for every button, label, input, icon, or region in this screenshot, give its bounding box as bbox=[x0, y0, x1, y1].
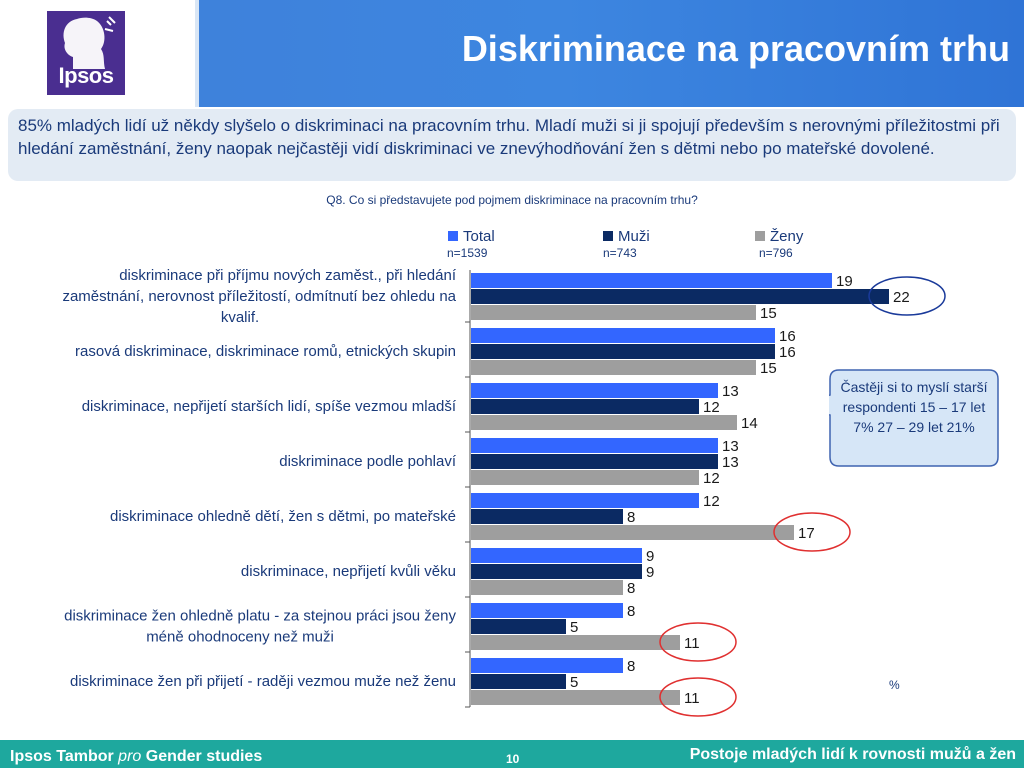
data-label: 17 bbox=[798, 525, 815, 542]
category-label: rasová diskriminace, diskriminace romů, … bbox=[75, 343, 456, 360]
data-label: 11 bbox=[684, 690, 700, 707]
category-label: diskriminace žen při přijetí - raději ve… bbox=[70, 673, 456, 690]
callout-bubble bbox=[829, 369, 999, 467]
category-label: zaměstnání, nerovnost příležitostí, odmí… bbox=[62, 288, 456, 305]
summary-text: 85% mladých lidí už někdy slyšelo o disk… bbox=[8, 109, 1016, 181]
data-label: 15 bbox=[760, 360, 777, 377]
bar-mui bbox=[471, 399, 699, 414]
bar-eny bbox=[471, 525, 794, 540]
bar-eny bbox=[471, 580, 623, 595]
data-label: 13 bbox=[722, 438, 739, 455]
data-label: 13 bbox=[722, 454, 739, 471]
footer-pro: pro bbox=[118, 748, 142, 765]
data-label: 22 bbox=[893, 289, 910, 306]
bar-eny bbox=[471, 360, 756, 375]
category-label: méně ohodnoceny než muži bbox=[146, 629, 334, 646]
highlight-circle bbox=[659, 622, 737, 662]
bar-eny bbox=[471, 305, 756, 320]
legend-zeny: Ženy bbox=[755, 228, 803, 245]
logo-text: Ipsos bbox=[58, 63, 114, 88]
legend-label-muzi: Muži bbox=[618, 228, 650, 245]
bar-total bbox=[471, 658, 623, 673]
logo-head-icon bbox=[63, 16, 116, 69]
bar-total bbox=[471, 328, 775, 343]
legend-label-total: Total bbox=[463, 228, 495, 245]
data-label: 8 bbox=[627, 509, 635, 526]
data-label: 15 bbox=[760, 305, 777, 322]
data-label: 8 bbox=[627, 580, 635, 597]
bar-eny bbox=[471, 690, 680, 705]
data-label: 5 bbox=[570, 674, 578, 691]
category-label: diskriminace při příjmu nových zaměst., … bbox=[119, 267, 457, 284]
bar-mui bbox=[471, 619, 566, 634]
page-title: Diskriminace na pracovním trhu bbox=[461, 28, 1010, 69]
bar-mui bbox=[471, 509, 623, 524]
data-label: 12 bbox=[703, 493, 720, 510]
data-label: 9 bbox=[646, 548, 654, 565]
header-banner: Ipsos Diskriminace na pracovním trhu bbox=[0, 0, 1024, 107]
bar-total bbox=[471, 383, 718, 398]
data-label: 19 bbox=[836, 273, 853, 290]
category-label: diskriminace žen ohledně platu - za stej… bbox=[64, 608, 456, 625]
bar-total bbox=[471, 548, 642, 563]
bar-eny bbox=[471, 635, 680, 650]
category-label: diskriminace podle pohlaví bbox=[279, 453, 457, 470]
ipsos-logo: Ipsos bbox=[47, 11, 125, 95]
bar-eny bbox=[471, 470, 699, 485]
data-label: 5 bbox=[570, 619, 578, 636]
legend-swatch-total bbox=[448, 231, 458, 241]
category-label: diskriminace, nepřijetí starších lidí, s… bbox=[82, 398, 457, 415]
legend-muzi: Muži bbox=[603, 228, 650, 245]
legend-n-zeny: n=796 bbox=[759, 246, 793, 260]
bar-total bbox=[471, 438, 718, 453]
footer-bar bbox=[0, 740, 1024, 768]
page-number: 10 bbox=[506, 752, 520, 766]
bar-mui bbox=[471, 674, 566, 689]
data-label: 13 bbox=[722, 383, 739, 400]
footer-left: Ipsos Tambor pro Gender studies bbox=[10, 748, 262, 766]
bar-mui bbox=[471, 344, 775, 359]
question-text: Q8. Co si představujete pod pojmem diskr… bbox=[326, 193, 698, 207]
legend-swatch-zeny bbox=[755, 231, 765, 241]
legend-swatch-muzi bbox=[603, 231, 613, 241]
data-label: 8 bbox=[627, 603, 635, 620]
highlight-circle bbox=[659, 677, 737, 717]
data-label: 16 bbox=[779, 344, 796, 361]
unit-label: % bbox=[889, 678, 900, 692]
category-label: diskriminace, nepřijetí kvůli věku bbox=[241, 563, 456, 580]
footer-brand: Ipsos Tambor bbox=[10, 748, 114, 765]
data-label: 14 bbox=[741, 415, 758, 432]
bar-mui bbox=[471, 564, 642, 579]
legend-n-muzi: n=743 bbox=[603, 246, 637, 260]
highlight-circle bbox=[773, 512, 851, 552]
data-label: 11 bbox=[684, 635, 700, 652]
callout-text: Častěji si to myslí starší respondenti 1… bbox=[840, 379, 988, 435]
bar-total bbox=[471, 603, 623, 618]
category-label: kvalif. bbox=[221, 309, 259, 326]
category-label: diskriminace ohledně dětí, žen s dětmi, … bbox=[110, 508, 456, 525]
footer-client: Gender studies bbox=[145, 748, 263, 765]
legend-label-zeny: Ženy bbox=[770, 228, 804, 245]
legend-n-total: n=1539 bbox=[447, 246, 488, 260]
bar-mui bbox=[471, 289, 889, 304]
bar-mui bbox=[471, 454, 718, 469]
data-label: 16 bbox=[779, 328, 796, 345]
footer-right: Postoje mladých lidí k rovnosti mužů a ž… bbox=[689, 746, 1016, 763]
data-label: 8 bbox=[627, 658, 635, 675]
data-label: 12 bbox=[703, 399, 720, 416]
data-label: 12 bbox=[703, 470, 720, 487]
header-divider bbox=[195, 0, 199, 107]
highlight-circle bbox=[868, 276, 946, 316]
bar-eny bbox=[471, 415, 737, 430]
bar-total bbox=[471, 493, 699, 508]
data-label: 9 bbox=[646, 564, 654, 581]
legend-total: Total bbox=[448, 228, 495, 245]
bar-total bbox=[471, 273, 832, 288]
